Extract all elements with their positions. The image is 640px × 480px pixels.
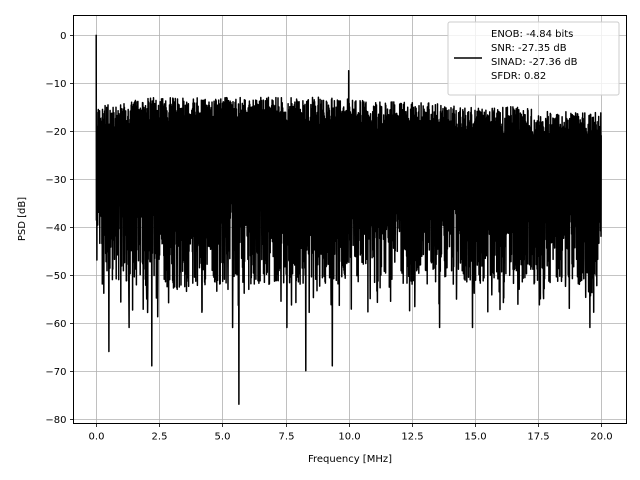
legend-text-line: ENOB: -4.84 bits <box>491 29 573 40</box>
y-tick-label: 0 <box>60 31 66 42</box>
y-tick-label: −70 <box>45 367 66 378</box>
x-tick-label: 17.5 <box>527 432 549 443</box>
x-tick-label: 12.5 <box>401 432 423 443</box>
psd-series <box>95 34 602 406</box>
x-axis-ticks: 0.0 2.5 5.0 7.5 10.0 12.5 15.0 17.5 20.0 <box>89 423 613 443</box>
legend-text-line: SINAD: -27.36 dB <box>491 57 578 68</box>
legend-box <box>447 21 620 96</box>
x-tick-label: 15.0 <box>464 432 486 443</box>
x-tick-label: 2.5 <box>152 432 168 443</box>
plot-frame <box>73 15 627 424</box>
legend-text-line: SFDR: 0.82 <box>491 71 546 82</box>
y-tick-label: −50 <box>45 271 66 282</box>
y-tick-label: −80 <box>45 415 66 426</box>
y-tick-label: −40 <box>45 223 66 234</box>
y-axis-label: PSD [dB] <box>17 197 28 241</box>
x-tick-label: 20.0 <box>590 432 612 443</box>
x-tick-label: 5.0 <box>215 432 231 443</box>
x-tick-label: 10.0 <box>338 432 360 443</box>
x-tick-label: 0.0 <box>89 432 105 443</box>
psd-line <box>95 34 602 406</box>
y-tick-label: −10 <box>45 79 66 90</box>
y-tick-label: −30 <box>45 175 66 186</box>
y-axis-ticks: 0 −10 −20 −30 −40 −50 −60 −70 −80 <box>45 31 74 426</box>
y-tick-label: −20 <box>45 127 66 138</box>
x-axis-label: Frequency [MHz] <box>308 454 392 465</box>
legend: ENOB: -4.84 bits SNR: -27.35 dB SINAD: -27… <box>447 21 620 96</box>
legend-entry: ENOB: -4.84 bits SNR: -27.35 dB SINAD: -27… <box>491 29 578 82</box>
legend-text-line: SNR: -27.35 dB <box>491 43 567 54</box>
x-tick-label: 7.5 <box>279 432 295 443</box>
y-tick-label: −60 <box>45 319 66 330</box>
